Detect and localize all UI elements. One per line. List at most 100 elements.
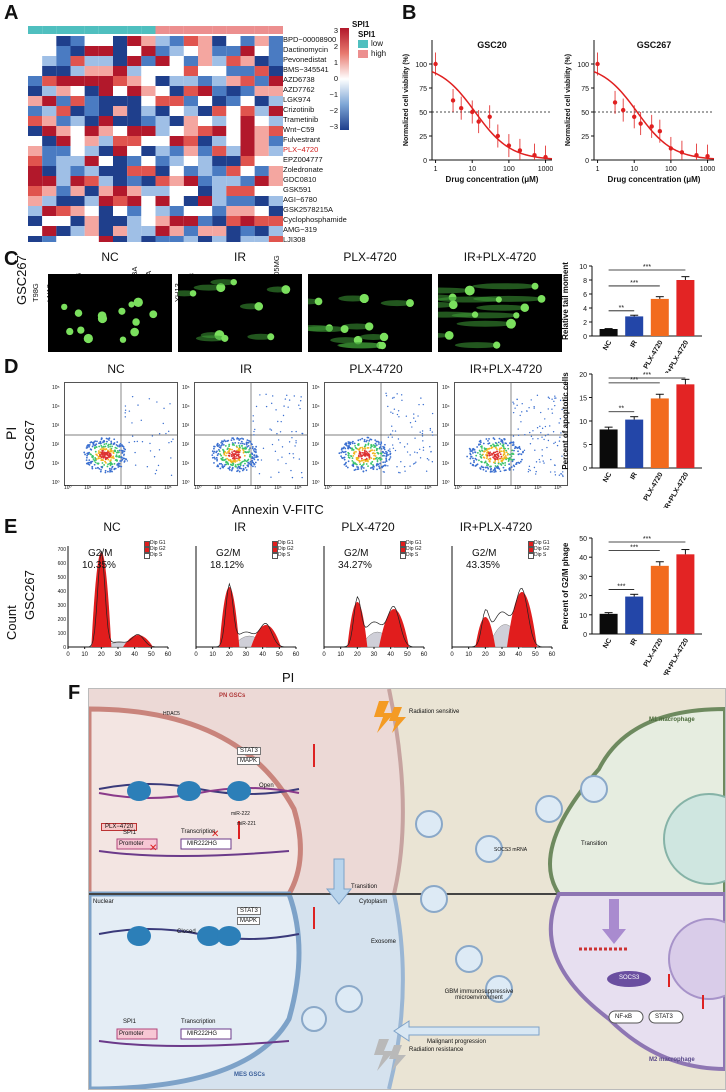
heatmap-cell	[127, 106, 142, 116]
heatmap-cell	[42, 36, 57, 46]
heatmap-cell	[127, 206, 142, 216]
heatmap-cell	[70, 176, 85, 186]
heatmap-cell	[98, 146, 113, 156]
flow-y-tick: 10⁵	[442, 385, 450, 391]
heatmap-cell	[212, 96, 227, 106]
heatmap-cell	[98, 96, 113, 106]
promoter-top-label: Promoter	[119, 841, 144, 847]
cycle-legend-item: Dip S	[528, 552, 550, 559]
heatmap-cell	[56, 96, 71, 106]
heatmap-cell	[28, 206, 43, 216]
heatmap-cell	[141, 106, 156, 116]
group-annotation-cell	[42, 26, 57, 34]
heatmap-drug-label: Cyclophosphamide	[283, 215, 347, 224]
heatmap-cell	[56, 216, 71, 226]
heatmap-cell	[127, 96, 142, 106]
colorbar-tick: 3	[333, 26, 338, 35]
heatmap-cell	[141, 156, 156, 166]
heatmap-cell	[98, 136, 113, 146]
curve-ytick: 100	[577, 62, 589, 69]
cycle-xtick: 20	[482, 652, 489, 658]
bar	[650, 298, 669, 336]
transition-label: Transition	[351, 884, 378, 890]
heatmap-cell	[70, 236, 85, 242]
bar	[599, 613, 618, 634]
heatmap-cell	[198, 216, 213, 226]
heatmap-cell	[198, 126, 213, 136]
data-point	[668, 146, 674, 151]
heatmap-cell	[84, 196, 99, 206]
heatmap-cell	[226, 56, 241, 66]
heatmap-cell	[183, 66, 198, 76]
heatmap-cell	[212, 206, 227, 216]
heatmap-drug-labels: BPD−00008900 Dactinomycin Pevonedistat BMS−…	[283, 35, 373, 244]
heatmap-cell	[113, 96, 128, 106]
data-point	[433, 61, 438, 67]
significance-label: **	[619, 406, 625, 413]
heatmap-cell	[240, 56, 255, 66]
heatmap-cell	[226, 136, 241, 146]
heatmap-cell	[268, 186, 283, 196]
heatmap-cell	[155, 76, 170, 86]
data-point	[470, 109, 475, 115]
hdac-label: HDAC5	[163, 711, 180, 717]
heatmap-cell	[183, 116, 198, 126]
heatmap-cell	[127, 186, 142, 196]
group-annotation-cell	[226, 26, 241, 34]
heatmap-cell	[70, 66, 85, 76]
heatmap-cell	[141, 46, 156, 56]
heatmap-cell	[127, 236, 142, 242]
heatmap-cell	[155, 216, 170, 226]
bar-category-label: IR	[629, 340, 639, 350]
data-point	[532, 153, 537, 158]
heatmap-cell	[28, 196, 43, 206]
bar-category-label: PLX-4720	[643, 471, 665, 502]
heatmap-cell	[226, 176, 241, 186]
heatmap-cell	[254, 66, 269, 76]
flow-x-tick: 10³	[384, 485, 392, 491]
heatmap-cell	[183, 236, 198, 242]
bar-ytick: 0	[583, 334, 587, 341]
significance-label: ***	[630, 544, 638, 551]
heatmap-cell	[240, 166, 255, 176]
heatmap-cell	[212, 106, 227, 116]
flow-x-tick: 10³	[254, 485, 262, 491]
heatmap-cell	[42, 56, 57, 66]
heatmap-cell	[254, 196, 269, 206]
curve-xtick: 1	[434, 166, 438, 173]
heatmap-cell-line-label: T98G	[31, 283, 41, 302]
heatmap-cell	[268, 216, 283, 226]
spi1-bottom-label: SPI1	[123, 1019, 137, 1025]
heatmap-cell	[169, 116, 184, 126]
heatmap-cell	[28, 56, 43, 66]
svg-text:✕: ✕	[149, 843, 157, 854]
heatmap-cell	[198, 36, 213, 46]
heatmap-cell	[240, 156, 255, 166]
heatmap-cell	[226, 36, 241, 46]
cycle-legend-item: Dip S	[400, 552, 422, 559]
cycle-legend-item: Dip G1	[528, 540, 550, 547]
heatmap-cell	[98, 226, 113, 236]
g2m-label: G2/M	[344, 548, 369, 559]
heatmap-cell	[155, 66, 170, 76]
flow-x-tick: 10⁴	[404, 485, 412, 491]
heatmap-cell	[113, 86, 128, 96]
heatmap-cell	[254, 236, 269, 242]
heatmap-cell	[28, 166, 43, 176]
heatmap-cell	[28, 136, 43, 146]
colorbar-ticks: 3 2 1 0 −1 −2 −3	[322, 26, 338, 136]
heatmap-cell	[56, 66, 71, 76]
heatmap-cell	[28, 156, 43, 166]
g2m-label: G2/M	[216, 548, 241, 559]
colorbar-tick: 2	[333, 42, 338, 51]
group-annotation-cell	[212, 26, 227, 34]
heatmap-cell	[28, 116, 43, 126]
flow-xlabel: Annexin V-FITC	[232, 502, 324, 517]
mir222hg-bottom-label: MIR222HG	[187, 1031, 218, 1037]
heatmap-cell	[127, 56, 142, 66]
heatmap-cell	[268, 66, 283, 76]
heatmap-cell	[56, 56, 71, 66]
colorbar-tick: −3	[329, 122, 338, 131]
heatmap-cell	[240, 116, 255, 126]
group-annotation-cell	[28, 26, 43, 34]
